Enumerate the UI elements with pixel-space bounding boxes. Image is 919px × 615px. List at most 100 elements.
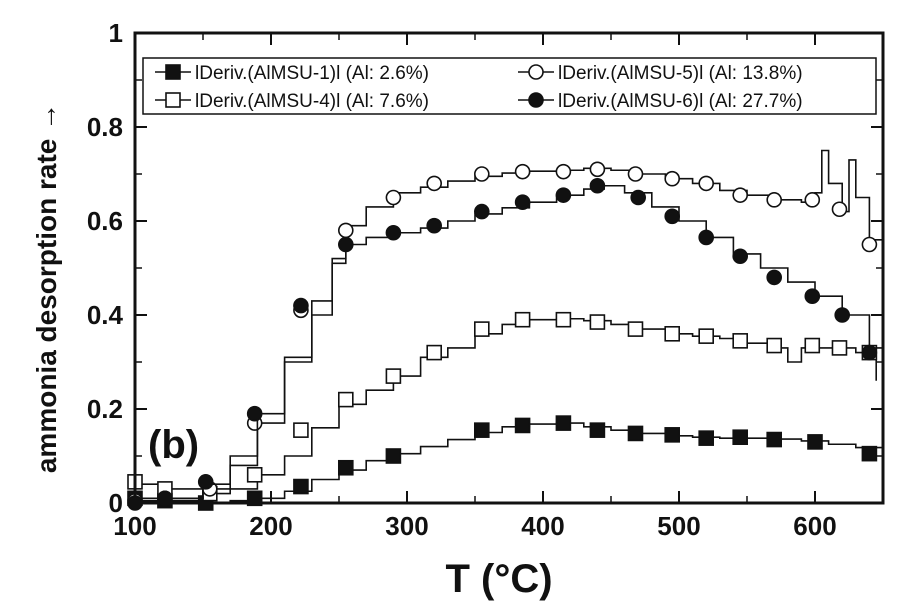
series-2-point [664,325,681,342]
series-2-point [698,328,715,344]
series-4-point [337,236,354,253]
x-tick-label: 600 [793,511,836,541]
series-3-point [627,166,644,182]
legend-entry-3: lDeriv.(AlMSU-5)l (Al: 13.8%) [518,63,803,84]
series-2-point [589,314,606,330]
legend-marker [165,64,181,80]
series-2-point [627,321,644,337]
x-tick-label: 500 [657,511,700,541]
series-3-point [385,189,402,206]
legend-label: lDeriv.(AlMSU-1)l (Al: 2.6%) [195,63,429,84]
ticks-layer: 100 200 300 400 500 600 0 0.2 0.4 0.6 0.8 1 [87,18,883,541]
series-3-point [514,163,531,180]
legend-label: lDeriv.(AlMSU-4)l (Al: 7.6%) [195,91,429,112]
series-2-point [766,337,783,354]
y-tick-label: 0.6 [87,206,123,236]
series-4-line [135,184,884,504]
series-4-point [197,474,214,490]
legend: lDeriv.(AlMSU-1)l (Al: 2.6%) lDeriv.(AlMS… [142,57,877,115]
series-4-point [555,187,572,203]
series-4-point [630,189,647,206]
legend-entry-4: lDeriv.(AlMSU-6)l (Al: 27.7%) [518,91,803,112]
series-4-point [834,307,851,323]
series-1 [127,415,884,511]
series-2-point [831,340,848,356]
series-2-point [473,321,490,337]
series-4-point [385,224,402,241]
series-1-point [589,422,606,438]
y-tick-label: 0.2 [87,394,123,424]
series-4 [127,177,884,511]
series-4-point [664,208,681,225]
legend-items: lDeriv.(AlMSU-1)l (Al: 2.6%) lDeriv.(AlMS… [155,63,803,112]
series-1-point [514,417,531,434]
y-axis-title: ammonia desorption rate → [31,103,62,473]
legend-marker [528,64,544,80]
series-1-point [732,429,749,446]
series-2-line [135,317,877,495]
series-4-point [804,288,821,305]
series-1-point [627,425,644,442]
series-4-point [473,203,490,220]
series-1-point [473,422,490,438]
series-4-point [426,217,443,234]
series-1-point [698,430,715,446]
series-4-point [732,248,749,265]
legend-marker [165,92,181,108]
series-1-point [766,431,783,448]
series-2-point [293,422,309,438]
x-tick-label: 400 [521,511,564,541]
y-tick-label: 1 [109,18,123,48]
series-4-point [766,269,783,286]
series-2-point [385,368,402,384]
series-1-point [664,427,681,443]
series-4-point [861,344,878,361]
series-1-point [861,445,878,462]
series-3-point [589,161,606,178]
series-3-point [831,201,848,218]
panel-label: (b) [148,423,199,467]
series-1-point [555,415,572,431]
legend-box [142,57,877,115]
series-4-point [293,297,309,314]
series-2-point [732,333,749,349]
x-tick-label: 300 [385,511,428,541]
series-2-point [426,344,443,361]
series-4-point [589,177,606,194]
series-4-point [698,229,715,246]
legend-entry-1: lDeriv.(AlMSU-1)l (Al: 2.6%) [155,63,429,84]
series-2-point [555,311,572,328]
plot-frame [133,31,885,505]
x-tick-label: 200 [249,511,292,541]
series-3 [127,149,884,509]
series-1-point [807,434,823,450]
series-3-point [473,166,490,182]
series-1-point [337,459,354,476]
x-tick-label: 100 [113,511,156,541]
series-1-point [385,448,402,464]
y-tick-label: 0 [109,488,123,518]
legend-entry-2: lDeriv.(AlMSU-4)l (Al: 7.6%) [155,91,429,112]
series-2-point [246,466,263,483]
series-3-point [555,163,572,180]
legend-label: lDeriv.(AlMSU-5)l (Al: 13.8%) [558,63,803,84]
series-3-point [426,175,443,192]
series-3-point [766,192,783,208]
series-layer [127,149,884,511]
series-4-point [246,405,263,422]
series-2-point [514,311,531,328]
legend-label: lDeriv.(AlMSU-6)l (Al: 27.7%) [558,91,803,112]
series-3-point [732,187,749,203]
y-tick-label: 0.8 [87,112,123,142]
series-3-point [861,236,878,253]
series-3-point [804,192,821,208]
y-tick-label: 0.4 [87,300,124,330]
legend-marker [528,92,544,108]
x-axis-title: T (°C) [445,557,552,601]
series-2-point [337,391,354,408]
series-3-point [698,175,715,192]
series-2 [127,311,878,502]
series-1-point [293,478,309,495]
series-4-point [514,194,531,210]
